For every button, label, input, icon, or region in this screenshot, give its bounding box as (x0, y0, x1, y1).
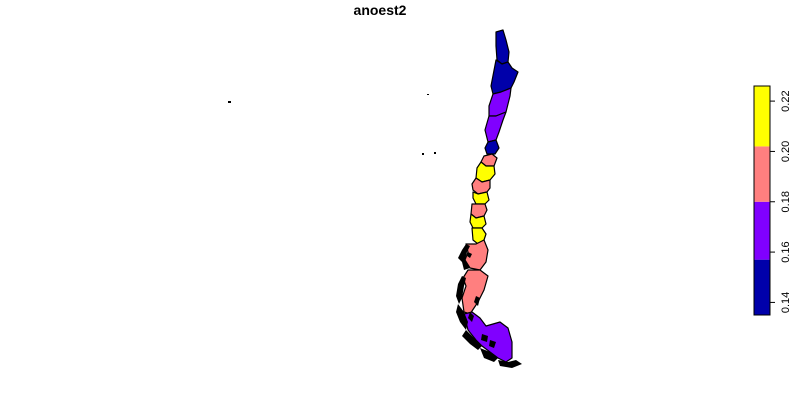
offshore-islands (228, 94, 436, 155)
region-2: Atacama (488, 87, 512, 117)
legend-tick-label: 0.22 (780, 90, 792, 111)
legend-tick-label: 0.14 (780, 292, 792, 313)
legend-class-3 (754, 146, 770, 202)
legend-frame (753, 85, 771, 316)
archipelago-coastline (456, 244, 522, 368)
region-0: Arica y Parinacota / Tarapacá (495, 29, 510, 65)
legend: 0.14 0.16 0.18 0.20 0.22 (753, 85, 792, 316)
island-mark (422, 153, 424, 155)
region-13: Aysén (461, 269, 489, 315)
legend-color-bar (754, 86, 770, 315)
map-title: anoest2 (353, 2, 407, 18)
region-10: Araucanía (469, 213, 487, 229)
legend-class-2 (754, 201, 770, 260)
island-mark (434, 152, 436, 154)
regions-layer: Arica y Parinacota / Tarapacá Antofagast… (461, 29, 519, 363)
legend-tick-label: 0.18 (780, 191, 792, 212)
region-12: Los Lagos (464, 239, 489, 271)
legend-class-4 (754, 86, 770, 147)
region-1: Antofagasta (490, 59, 519, 95)
legend-ticks: 0.14 0.16 0.18 0.20 0.22 (770, 90, 792, 313)
region-3: Coquimbo (484, 111, 507, 143)
legend-tick-label: 0.20 (780, 141, 792, 162)
island-mark (427, 94, 429, 95)
legend-class-1 (754, 259, 770, 315)
region-4: Valparaíso (484, 139, 500, 155)
legend-tick-label: 0.16 (780, 241, 792, 262)
region-8: Ñuble (472, 191, 490, 205)
island-mark (228, 101, 231, 103)
